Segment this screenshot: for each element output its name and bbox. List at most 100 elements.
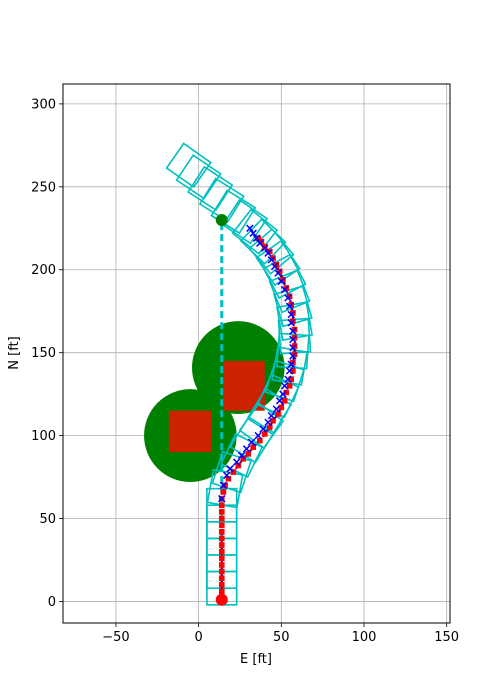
goal-marker bbox=[215, 213, 228, 226]
estimate-marker bbox=[267, 411, 276, 420]
path-marker bbox=[283, 389, 290, 396]
estimate-marker bbox=[284, 294, 292, 302]
estimate-stroke bbox=[289, 343, 297, 352]
estimate-marker bbox=[264, 418, 272, 427]
estimate-stroke bbox=[223, 471, 231, 480]
estimate-stroke bbox=[280, 285, 289, 294]
path-marker bbox=[245, 451, 252, 457]
estimate-marker bbox=[289, 335, 297, 344]
estimate-marker bbox=[272, 405, 281, 413]
estimate-marker bbox=[249, 229, 257, 237]
estimate-marker bbox=[264, 249, 272, 257]
footprint-rect bbox=[239, 218, 287, 265]
estimate-stroke bbox=[226, 465, 234, 473]
estimate-marker bbox=[287, 310, 295, 319]
footprint-rect bbox=[198, 177, 245, 223]
path-marker bbox=[261, 243, 268, 250]
estimate-stroke bbox=[261, 244, 269, 252]
y-tick-label: 50 bbox=[39, 512, 56, 527]
estimate-marker bbox=[270, 262, 279, 271]
estimate-stroke bbox=[232, 458, 241, 466]
y-tick-label: 100 bbox=[31, 429, 56, 444]
estimate-marker bbox=[284, 375, 292, 383]
path-marker bbox=[257, 437, 263, 444]
estimate-marker bbox=[246, 224, 254, 233]
y-tick-label: 300 bbox=[31, 97, 56, 112]
footprint-rect bbox=[221, 198, 269, 245]
estimate-marker bbox=[287, 360, 295, 369]
path-marker bbox=[218, 528, 225, 535]
estimate-stroke bbox=[287, 360, 295, 369]
path-marker bbox=[250, 444, 256, 451]
path-marker bbox=[218, 582, 225, 588]
endpoints bbox=[215, 213, 228, 606]
estimate-stroke bbox=[277, 277, 286, 286]
estimate-stroke bbox=[275, 397, 284, 405]
estimate-marker bbox=[280, 285, 289, 294]
y-tick-label: 200 bbox=[31, 263, 56, 278]
estimate-stroke bbox=[267, 256, 276, 264]
estimate-stroke bbox=[285, 302, 294, 310]
estimate-marker bbox=[274, 269, 282, 277]
path-marker bbox=[240, 456, 247, 462]
path-marker bbox=[218, 548, 225, 555]
estimate-marker bbox=[218, 494, 226, 503]
path-marker bbox=[290, 368, 296, 374]
estimate-marker bbox=[280, 382, 289, 390]
path-marker bbox=[261, 431, 268, 437]
estimate-marker bbox=[289, 327, 297, 335]
path-marker bbox=[218, 568, 225, 575]
estimate-marker bbox=[289, 343, 297, 352]
estimate-stroke bbox=[267, 411, 276, 420]
footprint-rect bbox=[238, 402, 285, 449]
estimate-marker bbox=[252, 234, 261, 242]
estimate-stroke bbox=[237, 451, 246, 460]
path-marker bbox=[255, 235, 261, 242]
estimated-path bbox=[218, 224, 297, 503]
plot-frame bbox=[62, 83, 451, 624]
path-marker bbox=[288, 376, 295, 383]
estimate-marker bbox=[259, 425, 267, 433]
estimate-stroke bbox=[279, 390, 287, 398]
x-tick-label: 150 bbox=[434, 630, 459, 645]
estimate-stroke bbox=[249, 229, 257, 237]
estimate-stroke bbox=[287, 310, 295, 319]
estimate-stroke bbox=[272, 405, 281, 413]
estimate-marker bbox=[254, 431, 262, 440]
estimate-marker bbox=[279, 390, 287, 398]
estimate-stroke bbox=[284, 294, 292, 302]
y-axis-label: N [ft] bbox=[7, 336, 22, 369]
path-marker bbox=[218, 522, 225, 528]
estimate-marker bbox=[289, 352, 297, 360]
path-marker bbox=[281, 397, 288, 404]
estimate-marker bbox=[219, 481, 228, 490]
estimate-stroke bbox=[274, 269, 282, 277]
estimate-stroke bbox=[285, 367, 294, 375]
estimate-stroke bbox=[289, 352, 297, 360]
estimate-stroke bbox=[280, 382, 289, 390]
footprint-rect bbox=[175, 154, 222, 200]
footprint-rect bbox=[231, 208, 279, 255]
path-marker bbox=[220, 489, 227, 495]
x-tick-label: 0 bbox=[194, 630, 202, 645]
path-marker bbox=[270, 417, 276, 424]
footprint-rect bbox=[206, 487, 238, 523]
estimate-marker bbox=[267, 256, 276, 264]
footprint-rect bbox=[165, 142, 212, 189]
obstacles bbox=[144, 321, 285, 483]
estimate-marker bbox=[256, 239, 264, 247]
estimate-stroke bbox=[254, 431, 262, 440]
y-tick-label: 0 bbox=[48, 595, 56, 610]
estimate-stroke bbox=[218, 494, 226, 503]
path-marker bbox=[218, 502, 225, 509]
estimate-marker bbox=[232, 458, 241, 466]
estimate-marker bbox=[247, 438, 256, 446]
path-marker bbox=[222, 482, 228, 489]
footprint-rect bbox=[187, 165, 234, 212]
estimate-stroke bbox=[284, 375, 292, 383]
obstacle-rect bbox=[168, 410, 212, 453]
estimate-stroke bbox=[264, 249, 272, 257]
x-tick-label: −50 bbox=[102, 630, 129, 645]
axis-ticks: −50 0 50 100 150 0 50 100 150 200 250 300 bbox=[31, 97, 459, 645]
